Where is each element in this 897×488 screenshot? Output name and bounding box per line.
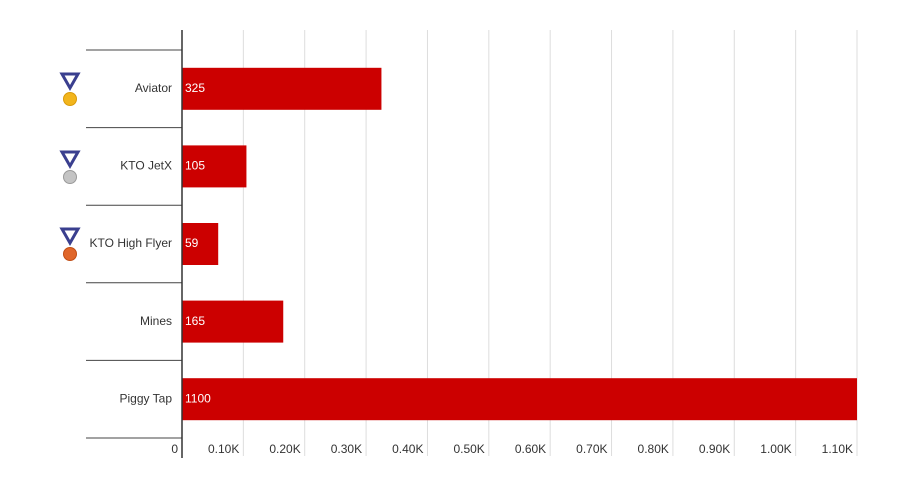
y-tick-label: Mines [140,314,172,328]
y-tick-label: Piggy Tap [120,391,173,405]
y-tick-label: KTO JetX [120,159,172,173]
medal-silver [59,150,81,184]
bar [182,145,247,188]
x-tick-label: 0 [171,442,178,456]
x-tick-label: 0.20K [269,442,300,456]
data-label: 59 [185,236,199,250]
y-tick-label: KTO High Flyer [90,236,172,250]
x-tick-label: 0.70K [576,442,607,456]
data-label: 1100 [185,391,211,405]
bar [182,67,382,110]
x-tick-label: 0.60K [515,442,546,456]
x-tick-label: 1.00K [760,442,791,456]
data-label: 325 [185,81,205,95]
x-tick-label: 0.10K [208,442,239,456]
bar [182,223,219,265]
x-tick-label: 0.80K [638,442,669,456]
x-tick-label: 0.40K [392,442,423,456]
x-tick-label: 0.90K [699,442,730,456]
bar [182,300,284,343]
x-tick-label: 1.10K [822,442,853,456]
y-tick-label: Aviator [135,81,172,95]
medal-bronze [59,227,81,261]
data-label: 165 [185,314,205,328]
medal-gold [59,72,81,106]
x-tick-label: 0.30K [331,442,362,456]
data-label: 105 [185,159,205,173]
x-tick-label: 0.50K [453,442,484,456]
bar [182,378,857,421]
